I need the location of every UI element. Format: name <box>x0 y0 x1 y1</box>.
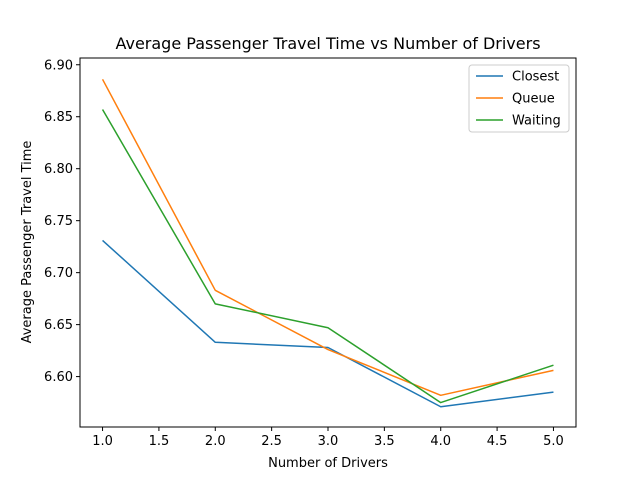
x-tick-label: 4.0 <box>430 434 451 449</box>
legend-label-queue: Queue <box>512 92 555 107</box>
y-tick-label: 6.85 <box>44 110 73 125</box>
x-tick-label: 1.0 <box>92 434 113 449</box>
y-tick-label: 6.65 <box>44 318 73 333</box>
x-tick-label: 4.5 <box>487 434 508 449</box>
x-tick-label: 5.0 <box>543 434 564 449</box>
x-tick-label: 2.0 <box>205 434 226 449</box>
series-line-queue <box>101 78 554 397</box>
y-axis-label: Average Passenger Travel Time <box>20 141 35 344</box>
legend-box <box>468 64 570 133</box>
y-tick-label: 6.80 <box>44 162 73 177</box>
x-tick-label: 2.5 <box>261 434 282 449</box>
x-tick-label: 1.5 <box>149 434 170 449</box>
y-axis-ticks: 6.60 6.65 6.70 6.75 6.80 6.85 6.90 <box>44 58 80 385</box>
y-tick-label: 6.70 <box>44 266 73 281</box>
series-line-waiting <box>101 109 554 404</box>
x-tick-label: 3.0 <box>318 434 339 449</box>
chart-title: Average Passenger Travel Time vs Number … <box>115 34 540 53</box>
x-axis-ticks: 1.0 1.5 2.0 2.5 3.0 3.5 4.0 4.5 5.0 <box>92 427 564 449</box>
legend-label-waiting: Waiting <box>512 114 561 129</box>
x-tick-label: 3.5 <box>374 434 395 449</box>
series-layer <box>101 78 554 408</box>
y-tick-label: 6.60 <box>44 370 73 385</box>
legend-label-closest: Closest <box>512 70 559 85</box>
x-axis-label: Number of Drivers <box>268 456 388 471</box>
legend: Closest Queue Waiting <box>468 64 570 133</box>
series-line-closest <box>102 239 554 408</box>
y-tick-label: 6.90 <box>44 58 73 73</box>
y-tick-label: 6.75 <box>44 214 73 229</box>
